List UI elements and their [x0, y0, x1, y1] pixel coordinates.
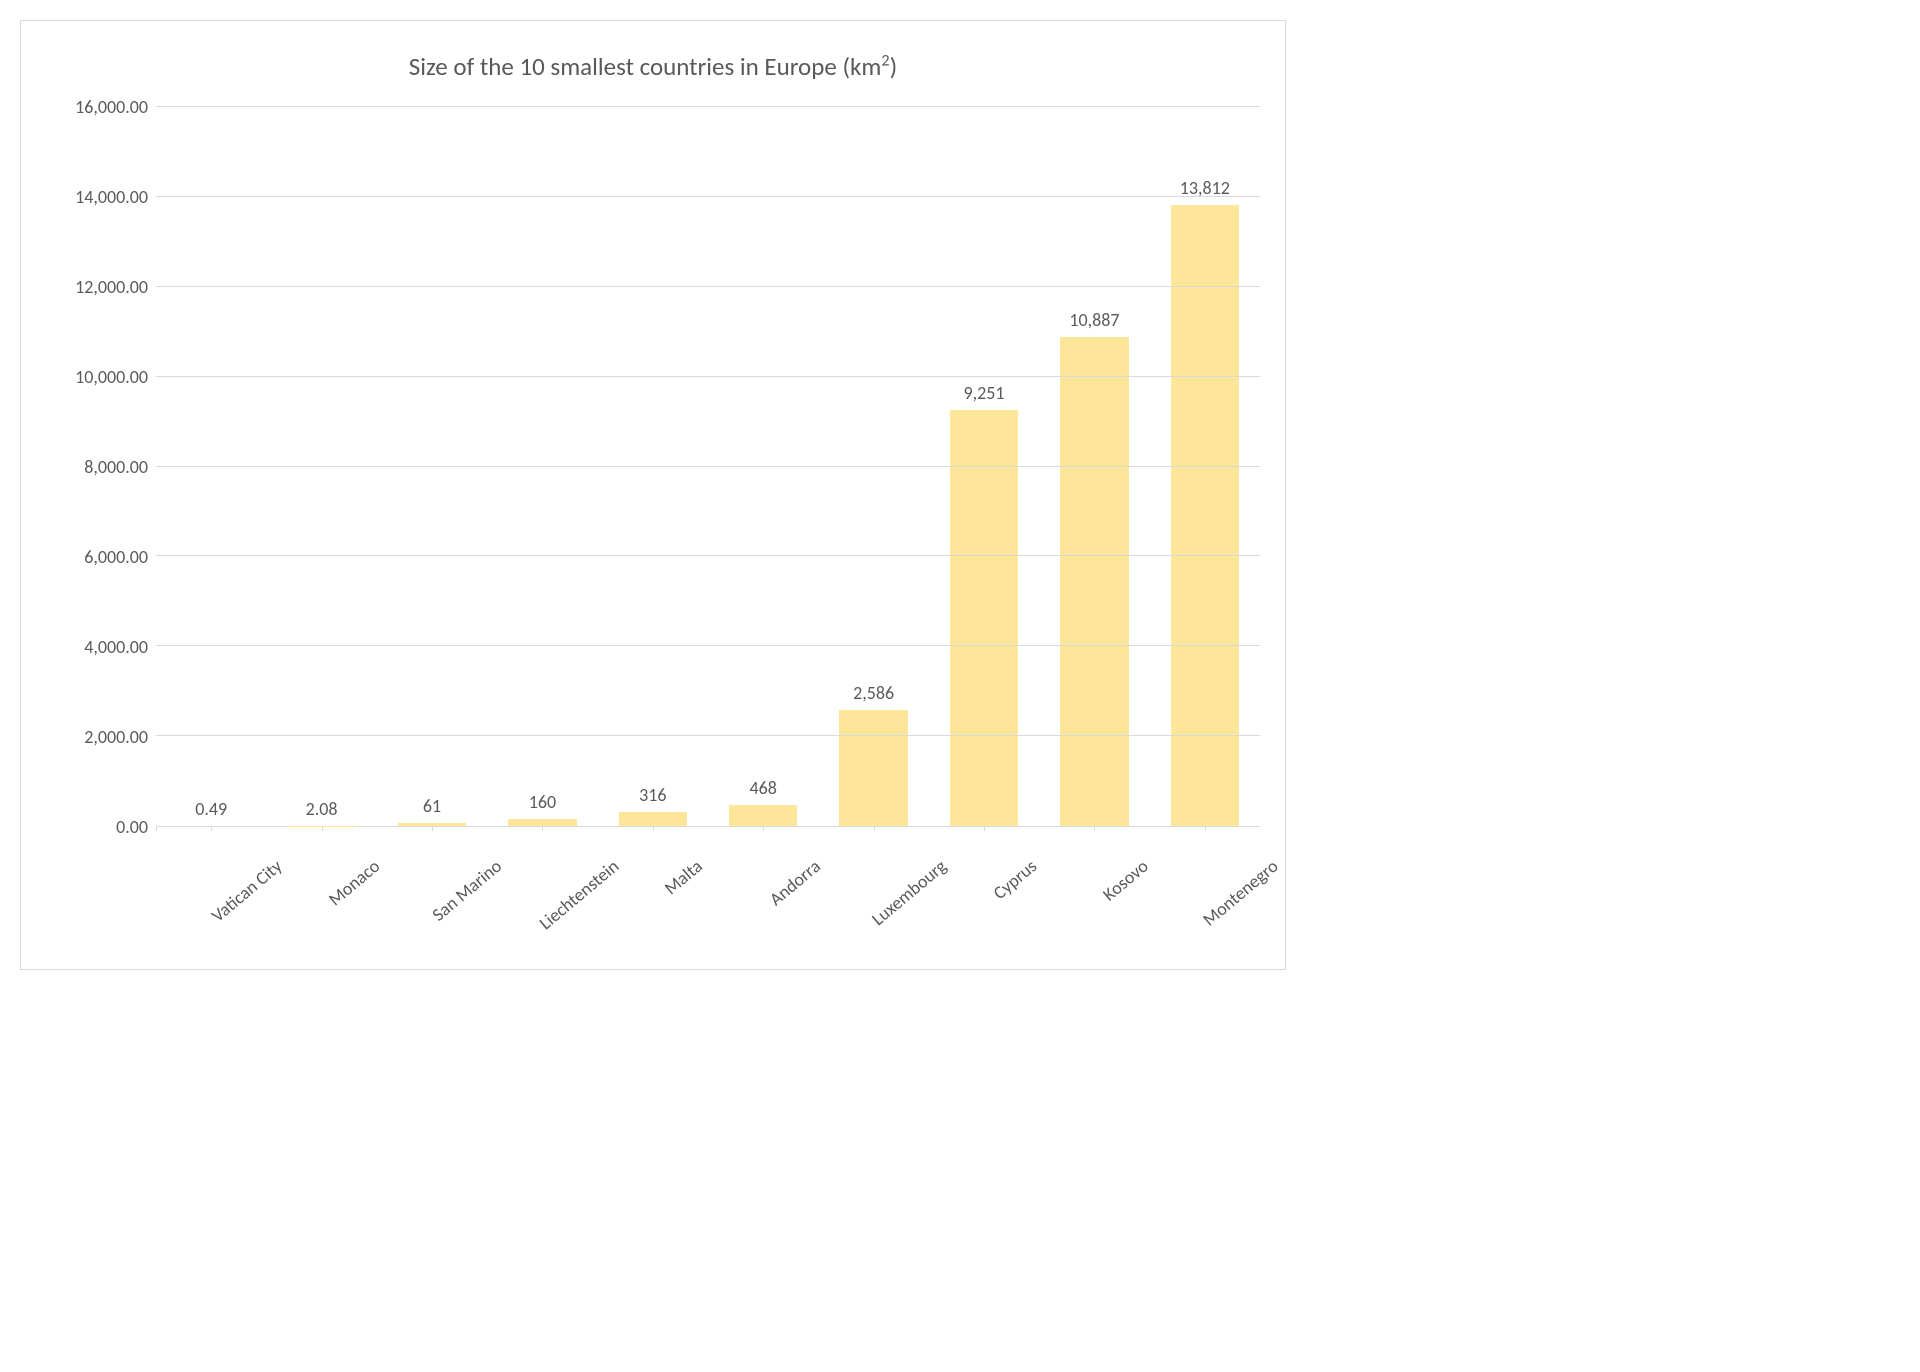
gridline [156, 645, 1260, 646]
x-tick-mark [542, 826, 543, 831]
plot-area: 0.49 2.08 61 160 316 468 2,586 9,251 10,887 13,81… [156, 107, 1260, 827]
y-tick-label: 14,000.00 [75, 186, 148, 208]
x-tick-mark [763, 826, 764, 831]
x-tick-label: Luxembourg [868, 855, 952, 930]
y-tick-label: 8,000.00 [84, 456, 148, 478]
x-tick-mark [322, 826, 323, 831]
bar-slot: 0.49 [156, 107, 266, 826]
bar-rect [1171, 205, 1239, 826]
y-tick-label: 16,000.00 [75, 96, 148, 118]
bar-slot: 160 [487, 107, 597, 826]
gridline [156, 555, 1260, 556]
x-tick-label: Andorra [765, 855, 825, 910]
plot-wrapper: 0.002,000.004,000.006,000.008,000.0010,0… [46, 107, 1260, 827]
bar-value-label: 2.08 [306, 798, 338, 820]
x-tick-label: San Marino [428, 855, 506, 926]
bar-rect [1060, 337, 1128, 826]
x-tick: Luxembourg [818, 827, 928, 877]
x-tick: San Marino [377, 827, 487, 877]
bar-value-label: 61 [423, 795, 441, 817]
x-tick-mark [1094, 826, 1095, 831]
chart-title: Size of the 10 smallest countries in Eur… [46, 51, 1260, 82]
bar-slot: 2,586 [818, 107, 928, 826]
bar-slot: 316 [598, 107, 708, 826]
x-tick-label: Kosovo [1099, 855, 1153, 906]
x-tick: Kosovo [1039, 827, 1149, 877]
x-tick-mark [211, 826, 212, 831]
bar-slot: 10,887 [1039, 107, 1149, 826]
bar-slot: 2.08 [266, 107, 376, 826]
bar-rect [839, 710, 907, 826]
x-tick-mark [432, 826, 433, 831]
x-tick-mark [1205, 826, 1206, 831]
bar-slot: 13,812 [1150, 107, 1260, 826]
bars-group: 0.49 2.08 61 160 316 468 2,586 9,251 10,887 13,81… [156, 107, 1260, 826]
x-tick-label: Montenegro [1199, 855, 1283, 931]
bar-slot: 61 [377, 107, 487, 826]
x-axis: Vatican CityMonacoSan MarinoLiechtenstei… [156, 827, 1260, 947]
gridline [156, 735, 1260, 736]
bar-rect [950, 410, 1018, 826]
chart-title-sup: 2 [881, 52, 889, 71]
gridline [156, 376, 1260, 377]
x-tick-label: Monaco [324, 855, 384, 910]
bar-slot: 9,251 [929, 107, 1039, 826]
bar-value-label: 10,887 [1069, 309, 1119, 331]
bar-rect [729, 805, 797, 826]
bar-rect [508, 819, 576, 826]
bar-rect [619, 812, 687, 826]
y-tick-label: 10,000.00 [75, 366, 148, 388]
x-tick-label: Liechtenstein [535, 855, 623, 934]
bar-value-label: 0.49 [195, 798, 227, 820]
gridline [156, 196, 1260, 197]
gridline [156, 466, 1260, 467]
x-tick-mark [156, 826, 157, 831]
chart-title-suffix: ) [890, 51, 898, 82]
bar-value-label: 2,586 [853, 682, 894, 704]
y-axis: 0.002,000.004,000.006,000.008,000.0010,0… [46, 107, 156, 827]
gridline [156, 106, 1260, 107]
x-tick-label: Vatican City [207, 855, 286, 927]
bar-slot: 468 [708, 107, 818, 826]
bar-value-label: 316 [639, 784, 666, 806]
bar-value-label: 9,251 [964, 382, 1005, 404]
x-tick-label: Cyprus [989, 855, 1041, 904]
y-tick-label: 6,000.00 [84, 546, 148, 568]
y-tick-label: 12,000.00 [75, 276, 148, 298]
x-tick-mark [653, 826, 654, 831]
x-tick-mark [874, 826, 875, 831]
x-tick-label: Malta [659, 855, 706, 899]
x-tick-mark [984, 826, 985, 831]
chart-container: Size of the 10 smallest countries in Eur… [20, 20, 1286, 970]
y-tick-label: 0.00 [116, 816, 148, 838]
bar-value-label: 468 [750, 777, 777, 799]
x-tick: Montenegro [1150, 827, 1260, 877]
bar-value-label: 160 [529, 791, 556, 813]
chart-title-prefix: Size of the 10 smallest countries in Eur… [409, 51, 882, 82]
x-tick: Andorra [708, 827, 818, 877]
y-tick-label: 4,000.00 [84, 636, 148, 658]
y-tick-label: 2,000.00 [84, 726, 148, 748]
x-tick: Vatican City [156, 827, 266, 877]
gridline [156, 286, 1260, 287]
